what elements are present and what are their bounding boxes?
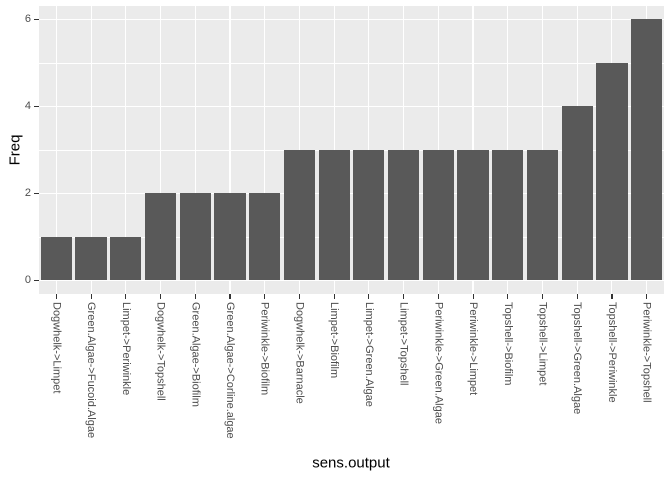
bar bbox=[179, 193, 211, 281]
x-tick-mark bbox=[472, 294, 474, 299]
y-tick-mark bbox=[33, 192, 39, 194]
x-tick-label: Dogwhelk->Barnacle bbox=[293, 302, 306, 404]
gridline-major-vertical bbox=[125, 6, 127, 294]
y-axis-title: Freq bbox=[6, 134, 24, 166]
bar bbox=[353, 149, 385, 281]
y-tick-mark bbox=[33, 18, 39, 20]
gridline-minor-horizontal bbox=[39, 236, 664, 238]
x-tick-label: Limpet->Topshell bbox=[397, 302, 410, 386]
bar bbox=[249, 193, 281, 281]
gridline-minor-horizontal bbox=[39, 149, 664, 151]
plot-panel bbox=[39, 6, 664, 294]
x-tick-label: Green.Algae->Corline.algae bbox=[223, 302, 236, 439]
bar bbox=[110, 236, 142, 281]
x-tick-label: Limpet->Periwinkle bbox=[119, 302, 132, 396]
x-tick-mark bbox=[298, 294, 300, 299]
x-tick-mark bbox=[646, 294, 648, 299]
x-tick-label: Periwinkle->Biofilm bbox=[258, 302, 271, 396]
x-tick-label: Topshell->Green.Algae bbox=[571, 302, 584, 415]
x-tick-label: Dogwhelk->Topshell bbox=[154, 302, 167, 401]
bar bbox=[144, 193, 177, 281]
bar bbox=[526, 149, 559, 281]
gridline-major-vertical bbox=[264, 6, 266, 294]
gridline-major-horizontal bbox=[39, 18, 664, 20]
x-tick-label: Topshell->Periwinkle bbox=[605, 302, 618, 403]
bar bbox=[631, 19, 663, 281]
x-tick-mark bbox=[333, 294, 335, 299]
gridline-major-vertical bbox=[159, 6, 162, 294]
gridline-major-vertical bbox=[90, 6, 92, 294]
x-tick-label: Topshell->Biofilm bbox=[501, 302, 514, 386]
gridline-minor-horizontal bbox=[39, 62, 664, 64]
x-tick-label: Green.Algae->Biofilm bbox=[189, 302, 202, 407]
x-axis-title: sens.output bbox=[312, 454, 390, 472]
gridline-major-horizontal bbox=[39, 105, 664, 107]
x-tick-mark bbox=[541, 294, 544, 299]
x-tick-mark bbox=[368, 294, 370, 299]
gridline-major-vertical bbox=[229, 6, 231, 294]
x-tick-mark bbox=[160, 294, 162, 299]
y-tick-label: 0 bbox=[24, 273, 31, 286]
x-tick-label: Dogwhelk->Limpet bbox=[50, 302, 63, 394]
bar bbox=[561, 106, 593, 281]
bar bbox=[283, 149, 316, 281]
x-tick-mark bbox=[507, 294, 509, 299]
bar bbox=[214, 193, 246, 281]
gridline-major-vertical bbox=[55, 6, 57, 294]
x-tick-mark bbox=[125, 294, 127, 299]
y-tick-label: 2 bbox=[24, 186, 31, 199]
x-tick-label: Limpet->Green.Algae bbox=[362, 302, 375, 407]
x-tick-mark bbox=[576, 294, 578, 299]
gridline-major-horizontal bbox=[39, 279, 664, 281]
bar bbox=[422, 149, 454, 281]
gridline-major-horizontal bbox=[39, 192, 664, 194]
x-tick-label: Periwinkle->Limpet bbox=[467, 302, 480, 396]
x-tick-mark bbox=[229, 294, 231, 299]
x-tick-mark bbox=[437, 294, 439, 299]
x-tick-mark bbox=[611, 294, 613, 299]
bar bbox=[318, 149, 350, 281]
bar bbox=[457, 149, 489, 281]
x-tick-mark bbox=[90, 294, 92, 299]
y-tick-label: 4 bbox=[24, 99, 31, 112]
x-tick-label: Limpet->Biofilm bbox=[328, 302, 341, 379]
bar bbox=[492, 149, 524, 281]
x-tick-mark bbox=[55, 294, 57, 299]
y-tick-mark bbox=[33, 279, 39, 281]
bar bbox=[40, 236, 72, 281]
gridline-major-vertical bbox=[194, 6, 196, 294]
y-tick-mark bbox=[33, 105, 39, 107]
x-tick-mark bbox=[264, 294, 266, 299]
y-tick-label: 6 bbox=[24, 12, 31, 25]
x-tick-label: Topshell->Limpet bbox=[536, 302, 549, 386]
bar bbox=[596, 62, 628, 281]
bar bbox=[75, 236, 107, 281]
x-tick-label: Green.Algae->Fucoid.Algae bbox=[85, 302, 98, 439]
x-tick-mark bbox=[194, 294, 196, 299]
x-tick-label: Periwinkle->Topshell bbox=[640, 302, 653, 403]
x-tick-mark bbox=[403, 294, 405, 299]
bar bbox=[387, 149, 420, 281]
x-tick-label: Periwinkle->Green.Algae bbox=[432, 302, 445, 424]
